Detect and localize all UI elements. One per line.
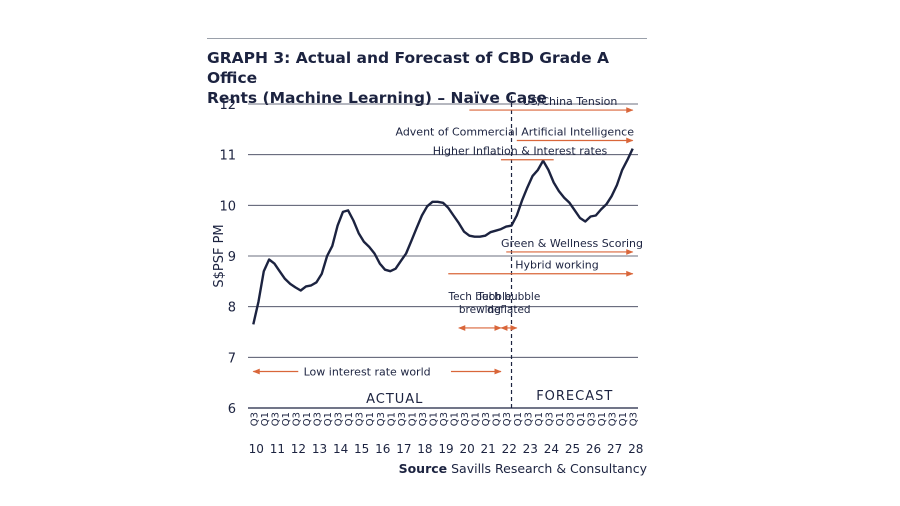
- annotation-label: Tech bubble deflated: [476, 291, 540, 316]
- x-quarter-label: Q3: [439, 412, 450, 426]
- annotation-label: Hybrid working: [515, 259, 598, 272]
- x-quarter-label: Q3: [502, 412, 513, 426]
- x-quarter-label: Q1: [555, 412, 566, 426]
- annotation-label-line: Tech bubble: [447, 291, 511, 303]
- y-tick-label: 11: [219, 149, 236, 164]
- title-rule: [207, 38, 647, 39]
- x-quarter-label: Q3: [544, 412, 555, 426]
- chart-title: GRAPH 3: Actual and Forecast of CBD Grad…: [207, 48, 652, 108]
- x-quarter-label: Q1: [513, 412, 524, 426]
- x-year-label: 16: [375, 442, 390, 456]
- source-text: Savills Research & Consultancy: [451, 461, 647, 476]
- x-year-label: 19: [438, 442, 453, 456]
- x-quarter-label: Q1: [576, 412, 587, 426]
- x-year-label: 10: [249, 442, 264, 456]
- x-year-label: 24: [544, 442, 559, 456]
- x-quarter-label: Q1: [344, 412, 355, 426]
- x-quarter-label: Q1: [302, 412, 313, 426]
- x-quarter-label: Q3: [481, 412, 492, 426]
- x-year-label: 22: [502, 442, 517, 456]
- y-tick-label: 6: [228, 402, 236, 417]
- x-quarter-label: Q3: [270, 412, 281, 426]
- x-quarter-label: Q3: [629, 412, 640, 426]
- annotation-label-line: deflated: [487, 304, 530, 316]
- annotation-label: Higher Inflation & Interest rates: [433, 145, 608, 158]
- annotation-label: US/China Tension: [523, 95, 618, 108]
- x-year-label: 17: [396, 442, 411, 456]
- x-year-label: 27: [607, 442, 622, 456]
- x-quarter-label: Q3: [313, 412, 324, 426]
- x-year-label: 13: [312, 442, 327, 456]
- series-line-0: [252, 148, 634, 325]
- x-quarter-label: Q3: [291, 412, 302, 426]
- x-quarter-label: Q3: [418, 412, 429, 426]
- x-year-label: 11: [270, 442, 285, 456]
- x-year-label: 12: [291, 442, 306, 456]
- y-tick-label: 9: [228, 250, 236, 265]
- annotation-label-line: Tech bubble: [476, 291, 540, 303]
- y-tick-label: 8: [228, 301, 236, 316]
- x-quarter-label: Q3: [587, 412, 598, 426]
- x-year-label: 14: [333, 442, 348, 456]
- x-quarter-label: Q1: [471, 412, 482, 426]
- source-label: Source: [398, 461, 448, 476]
- y-tick-label: 7: [228, 351, 236, 366]
- x-quarter-label: Q1: [597, 412, 608, 426]
- phase-label-forecast: FORECAST: [536, 389, 613, 404]
- x-quarter-label: Q3: [523, 412, 534, 426]
- x-quarter-label: Q1: [492, 412, 503, 426]
- x-year-label: 20: [459, 442, 474, 456]
- x-quarter-label: Q3: [355, 412, 366, 426]
- x-year-label: 21: [481, 442, 496, 456]
- y-axis-label: S$PSF PM: [212, 224, 227, 287]
- x-quarter-label: Q1: [428, 412, 439, 426]
- x-year-label: 26: [586, 442, 601, 456]
- x-quarter-label: Q1: [386, 412, 397, 426]
- x-quarter-label: Q1: [323, 412, 334, 426]
- annotation-label: Tech bubble brewing: [447, 291, 511, 316]
- x-year-label: 28: [628, 442, 643, 456]
- chart-title-line-1: GRAPH 3: Actual and Forecast of CBD Grad…: [207, 49, 610, 87]
- x-year-label: 18: [417, 442, 432, 456]
- annotation-label-line: brewing: [459, 304, 501, 316]
- x-quarter-label: Q1: [534, 412, 545, 426]
- chart-title-line-2: Rents (Machine Learning) – Naïve Case: [207, 89, 547, 107]
- y-tick-label: 12: [219, 98, 236, 113]
- x-quarter-label: Q1: [365, 412, 376, 426]
- x-quarter-label: Q3: [334, 412, 345, 426]
- x-year-label: 25: [565, 442, 580, 456]
- annotation-label: Green & Wellness Scoring: [501, 237, 643, 250]
- x-year-label: 23: [523, 442, 538, 456]
- x-quarter-label: Q1: [281, 412, 292, 426]
- y-tick-label: 10: [219, 199, 236, 214]
- x-quarter-label: Q1: [618, 412, 629, 426]
- x-quarter-label: Q3: [376, 412, 387, 426]
- annotation-label: Low interest rate world: [304, 366, 431, 379]
- phase-label-actual: ACTUAL: [366, 392, 423, 407]
- x-quarter-label: Q3: [460, 412, 471, 426]
- x-quarter-label: Q3: [608, 412, 619, 426]
- x-quarter-label: Q1: [260, 412, 271, 426]
- x-quarter-label: Q3: [565, 412, 576, 426]
- x-quarter-label: Q1: [450, 412, 461, 426]
- x-quarter-label: Q3: [249, 412, 260, 426]
- x-quarter-label: Q1: [407, 412, 418, 426]
- source-note: Source Savills Research & Consultancy: [399, 461, 647, 476]
- x-year-label: 15: [354, 442, 369, 456]
- annotation-label: Advent of Commercial Artificial Intellig…: [395, 125, 634, 138]
- x-quarter-label: Q3: [397, 412, 408, 426]
